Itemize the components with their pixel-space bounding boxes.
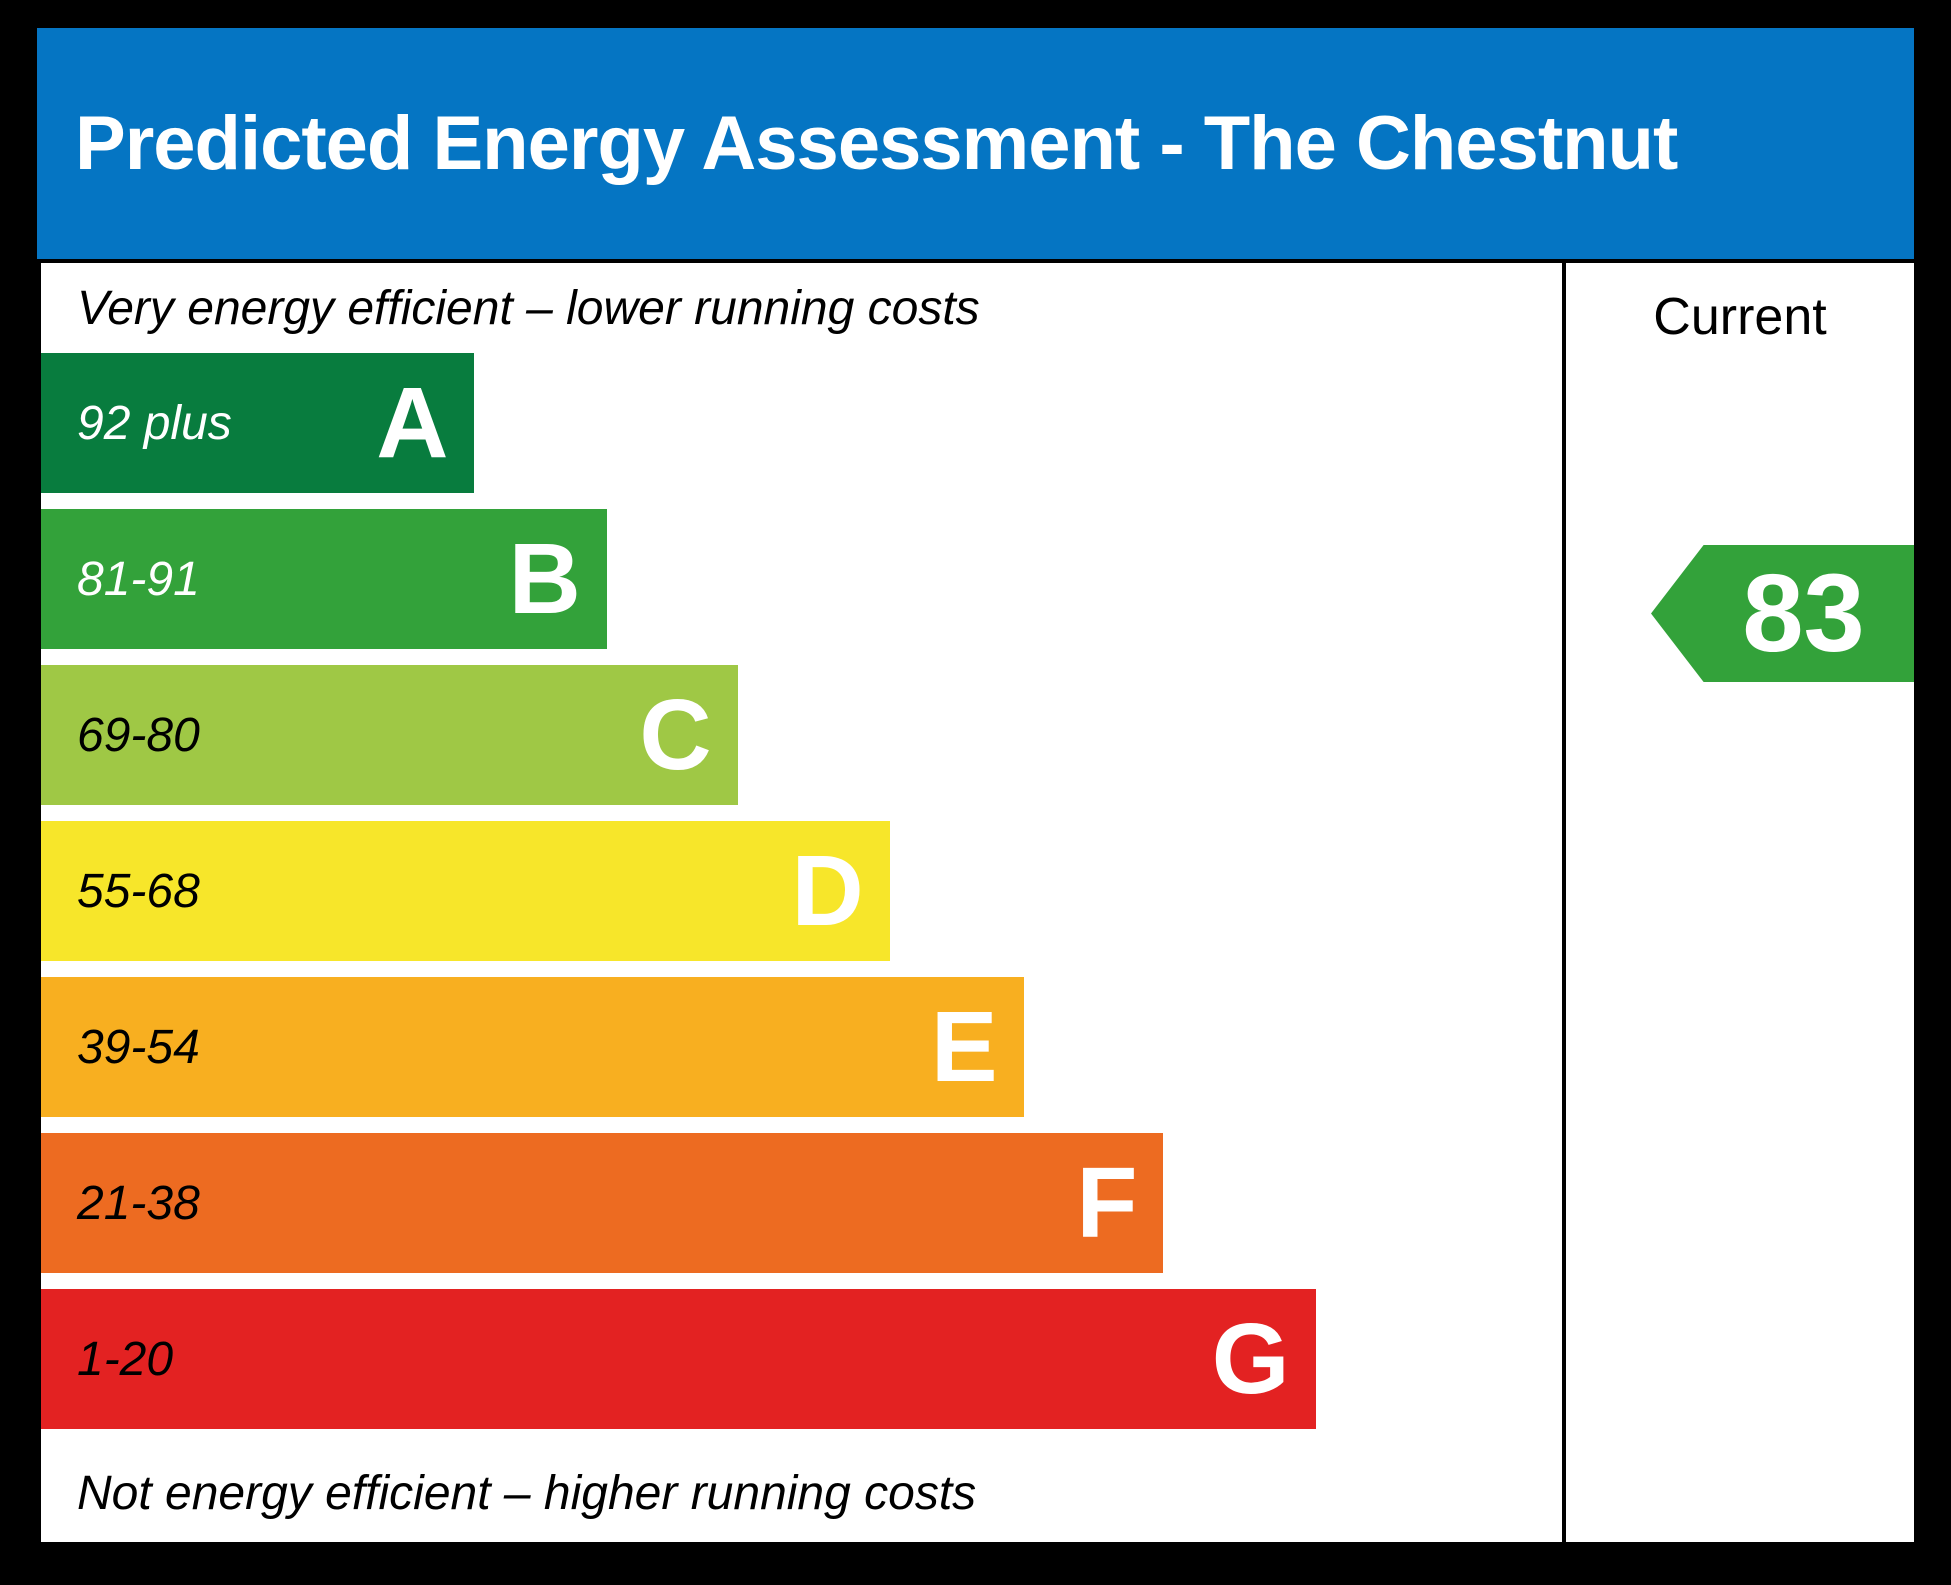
page-title: Predicted Energy Assessment - The Chestn… xyxy=(75,101,1678,186)
band-range-label: 81-91 xyxy=(77,552,200,606)
band-list: 92 plus A 81-91 B 69-80 C 55-68 D 39-54 E 21-38 F 1-… xyxy=(41,353,1562,1445)
band-range-label: 1-20 xyxy=(77,1332,174,1386)
current-column-header: Current xyxy=(1653,288,1827,346)
band-bar-g: 1-20 G xyxy=(41,1289,1316,1429)
bands-area: Very energy efficient – lower running co… xyxy=(41,263,1566,1542)
band-bar-f: 21-38 F xyxy=(41,1133,1164,1273)
band-letter: F xyxy=(1076,1147,1138,1259)
band-bar-a: 92 plus A xyxy=(41,353,475,493)
band-row-c: 69-80 C xyxy=(41,665,1562,805)
band-row-e: 39-54 E xyxy=(41,977,1562,1117)
band-range-label: 21-38 xyxy=(77,1176,200,1230)
chart-frame: Predicted Energy Assessment - The Chestn… xyxy=(37,28,1914,1548)
band-row-f: 21-38 F xyxy=(41,1133,1562,1273)
band-range-label: 92 plus xyxy=(77,396,232,450)
band-row-b: 81-91 B xyxy=(41,509,1562,649)
band-bar-c: 69-80 C xyxy=(41,665,738,805)
band-letter: C xyxy=(639,679,712,791)
header-bar: Predicted Energy Assessment - The Chestn… xyxy=(37,28,1914,259)
band-row-g: 1-20 G xyxy=(41,1289,1562,1429)
band-bar-b: 81-91 B xyxy=(41,509,607,649)
band-bar-e: 39-54 E xyxy=(41,977,1024,1117)
band-letter: A xyxy=(376,367,449,479)
band-letter: E xyxy=(930,991,998,1103)
current-rating-value: 83 xyxy=(1742,551,1865,675)
current-rating-arrow: 83 xyxy=(1651,545,1914,682)
top-efficiency-label: Very energy efficient – lower running co… xyxy=(77,281,980,335)
band-row-a: 92 plus A xyxy=(41,353,1562,493)
current-column: Current 83 xyxy=(1566,263,1914,1542)
bottom-efficiency-label: Not energy efficient – higher running co… xyxy=(77,1467,977,1520)
band-letter: G xyxy=(1211,1303,1290,1415)
band-range-label: 55-68 xyxy=(77,864,200,918)
band-range-label: 39-54 xyxy=(77,1020,200,1074)
chart-panel: Very energy efficient – lower running co… xyxy=(37,259,1914,1548)
band-letter: B xyxy=(508,523,581,635)
band-bar-d: 55-68 D xyxy=(41,821,890,961)
band-row-d: 55-68 D xyxy=(41,821,1562,961)
band-range-label: 69-80 xyxy=(77,708,200,762)
band-letter: D xyxy=(791,835,864,947)
